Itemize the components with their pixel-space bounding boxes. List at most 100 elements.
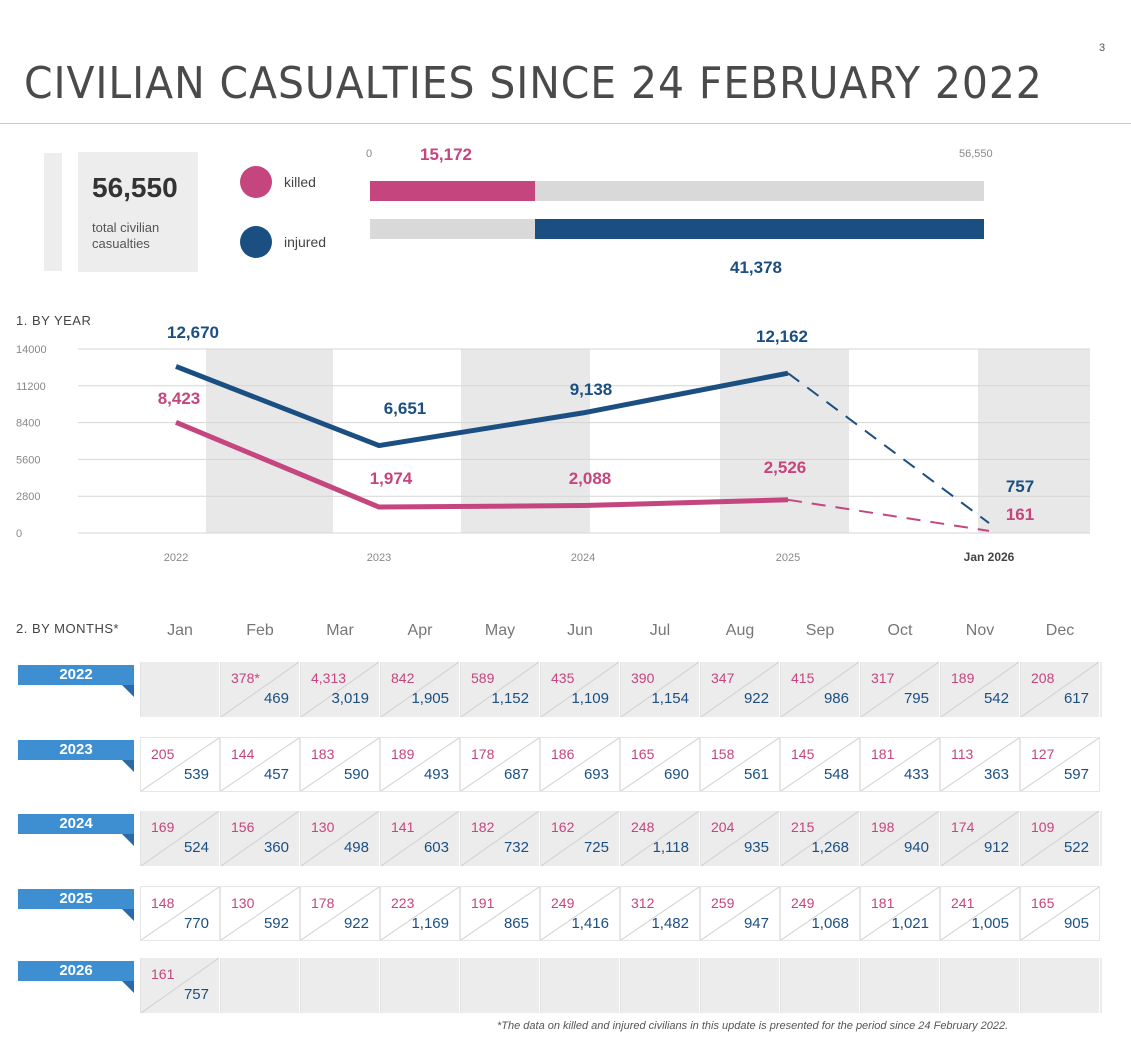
y-tick-label: 11200 [16, 381, 46, 393]
year-ribbon: 2023 [18, 740, 138, 772]
month-cell: 156 360 [220, 811, 300, 866]
killed-value: 259 [711, 895, 735, 911]
month-cell: 161 757 [140, 958, 220, 1013]
month-cell: 165 690 [620, 737, 700, 792]
killed-value: 390 [631, 670, 655, 686]
injured-total-label: 41,378 [730, 258, 782, 277]
killed-value: 181 [871, 895, 895, 911]
cell-diagonal [461, 887, 539, 940]
year-ribbon: 2026 [18, 961, 138, 993]
month-cell: 378* 469 [220, 662, 300, 717]
killed-value: 148 [151, 895, 175, 911]
month-cell: 347 922 [700, 662, 780, 717]
cell-diagonal [461, 738, 539, 791]
injured-value: 561 [743, 766, 769, 783]
cell-diagonal [381, 811, 459, 866]
ribbon-fold [122, 981, 134, 993]
month-cell: 191 865 [460, 886, 540, 941]
x-tick-label: 2024 [571, 552, 595, 564]
month-cell [380, 958, 460, 1013]
killed-value: 127 [1031, 746, 1055, 762]
injured-value: 1,109 [571, 690, 609, 707]
injured-value: 905 [1063, 915, 1089, 932]
injured-value: 597 [1063, 766, 1089, 783]
cell-diagonal [701, 811, 779, 866]
killed-value: 144 [231, 746, 255, 762]
cell-diagonal [941, 662, 1019, 717]
month-cell: 215 1,268 [780, 811, 860, 866]
year-ribbon: 2024 [18, 814, 138, 846]
month-cell: 317 795 [860, 662, 940, 717]
cell-diagonal [221, 662, 299, 717]
killed-value: 174 [951, 819, 975, 835]
year-ribbon: 2022 [18, 665, 138, 697]
injured-value: 603 [423, 839, 449, 856]
killed-value: 178 [311, 895, 335, 911]
killed-value: 189 [391, 746, 415, 762]
month-header: Mar [326, 622, 354, 639]
month-cell: 842 1,905 [380, 662, 460, 717]
cell-diagonal [861, 811, 939, 866]
cell-diagonal [781, 887, 859, 940]
year-row: 169 524 156 360 130 498 141 603 182 732 162 725 248 1… [140, 811, 1102, 866]
x-tick-label: Jan 2026 [964, 550, 1015, 564]
month-cell [780, 958, 860, 1013]
injured-value: 757 [183, 986, 209, 1003]
cell-diagonal [701, 738, 779, 791]
killed-line [175, 419, 789, 510]
year-row: 378* 469 4,313 3,019 842 1,905 589 1,152 435 1,10… [140, 662, 1102, 717]
month-cell [700, 958, 780, 1013]
killed-data-label: 8,423 [158, 389, 201, 408]
cell-diagonal [541, 887, 619, 940]
x-tick-label: 2023 [367, 552, 391, 564]
month-cell: 186 693 [540, 737, 620, 792]
cell-diagonal [541, 811, 619, 866]
month-cell: 178 922 [300, 886, 380, 941]
month-header: Oct [887, 622, 913, 639]
injured-value: 693 [583, 766, 609, 783]
bar-min-label: 0 [366, 148, 373, 160]
month-cell: 130 498 [300, 811, 380, 866]
killed-value: 130 [231, 895, 255, 911]
killed-value: 162 [551, 819, 575, 835]
killed-value: 241 [951, 895, 975, 911]
injured-value: 493 [423, 766, 449, 783]
killed-value: 189 [951, 670, 975, 686]
cell-diagonal [621, 811, 699, 866]
year-row: 161 757 [140, 958, 1102, 1013]
month-cell: 198 940 [860, 811, 940, 866]
chart-column-band [720, 349, 849, 533]
by-year-label: 1. BY YEAR [16, 313, 92, 328]
killed-legend-label: killed [284, 174, 316, 190]
cell-diagonal [861, 887, 939, 940]
month-header: May [484, 622, 516, 639]
chart-column-band [78, 349, 206, 533]
cell-diagonal [701, 662, 779, 717]
killed-value: 182 [471, 819, 495, 835]
killed-total-label: 15,172 [420, 145, 472, 164]
cell-diagonal [141, 958, 219, 1013]
month-cell [140, 662, 220, 717]
y-tick-label: 0 [16, 528, 22, 540]
killed-data-label: 2,526 [764, 458, 807, 477]
injured-value: 590 [343, 766, 369, 783]
page-number: 3 [1099, 42, 1106, 54]
month-cell: 181 1,021 [860, 886, 940, 941]
injured-value: 498 [343, 839, 369, 856]
cell-diagonal [381, 662, 459, 717]
injured-value: 725 [583, 839, 609, 856]
injured-value: 922 [343, 915, 369, 932]
month-header: Dec [1045, 622, 1075, 639]
cell-diagonal [781, 662, 859, 717]
injured-value: 524 [183, 839, 209, 856]
killed-value: 205 [151, 746, 175, 762]
month-cell: 259 947 [700, 886, 780, 941]
month-cell: 189 493 [380, 737, 460, 792]
month-cell: 415 986 [780, 662, 860, 717]
page-title: CIVILIAN CASUALTIES SINCE 24 FEBRUARY 20… [24, 58, 1043, 109]
killed-value: 249 [551, 895, 575, 911]
killed-value: 4,313 [311, 670, 347, 686]
killed-value: 842 [391, 670, 415, 686]
injured-value: 1,416 [571, 915, 609, 932]
injured-value: 457 [263, 766, 289, 783]
